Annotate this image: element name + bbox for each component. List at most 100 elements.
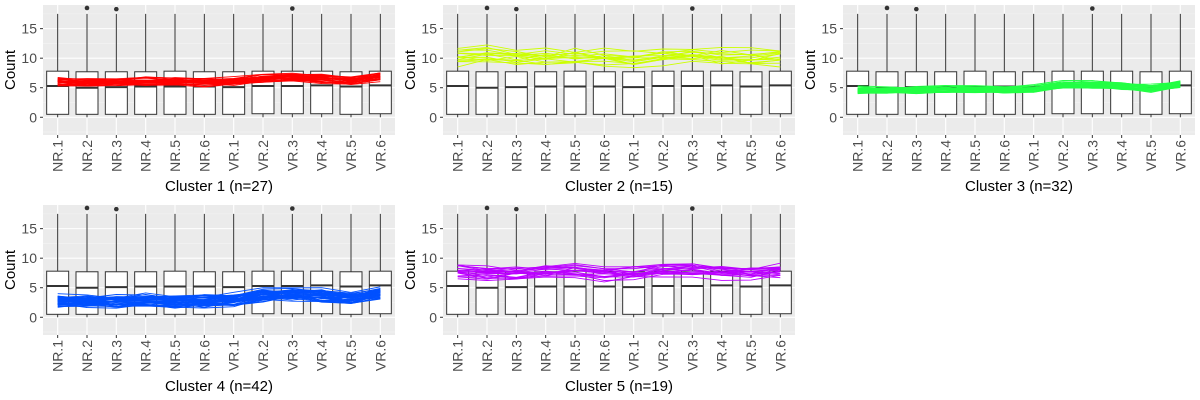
box-outlier bbox=[884, 5, 890, 11]
profile-line bbox=[57, 290, 381, 301]
x-tick-label: NR.1 bbox=[50, 340, 66, 372]
profile-line bbox=[57, 72, 381, 81]
box-outlier bbox=[84, 205, 90, 211]
box-outlier bbox=[290, 206, 295, 211]
profile-line bbox=[457, 264, 781, 273]
x-tick-label: NR.5 bbox=[567, 140, 583, 172]
y-tick-label: 0 bbox=[429, 309, 437, 325]
box-iqr bbox=[534, 271, 558, 315]
profile-line bbox=[857, 83, 1181, 93]
profile-line bbox=[57, 292, 381, 304]
x-tick-label: NR.1 bbox=[850, 140, 866, 172]
box-iqr bbox=[1022, 71, 1046, 115]
cluster-panel-2: 0 5 10 15 NR.1 NR.2 NR.3 NR.4 NR.5 NR.6 VR.1 VR.2 VR… bbox=[402, 5, 795, 195]
profile-line bbox=[57, 289, 381, 301]
profile-line bbox=[57, 295, 381, 308]
box-outlier bbox=[290, 6, 295, 11]
y-tick-label: 10 bbox=[421, 50, 437, 66]
x-tick-label: VR.2 bbox=[255, 140, 271, 171]
box-iqr bbox=[1110, 70, 1134, 115]
cluster-panel-5: 0 5 10 15 NR.1 NR.2 NR.3 NR.4 NR.5 NR.6 VR.1 VR.2 VR… bbox=[402, 205, 795, 395]
y-tick-label: 5 bbox=[429, 280, 437, 296]
profile-lines bbox=[857, 80, 1181, 95]
box-outlier bbox=[690, 6, 695, 11]
x-tick-label: NR.6 bbox=[596, 140, 612, 172]
panel-background bbox=[843, 5, 1195, 135]
x-axis-title: Cluster 4 (n=42) bbox=[165, 378, 273, 395]
y-tick-label: 10 bbox=[821, 50, 837, 66]
x-tick-label: VR.6 bbox=[772, 140, 788, 171]
x-tick-label: VR.4 bbox=[714, 340, 730, 371]
x-tick-label: VR.6 bbox=[1172, 140, 1188, 171]
profile-line bbox=[457, 55, 781, 64]
box-outlier bbox=[114, 6, 119, 12]
y-tick-label: 15 bbox=[821, 21, 837, 37]
y-tick-label: 15 bbox=[421, 21, 437, 37]
box-iqr bbox=[46, 270, 70, 315]
x-tick-label: NR.2 bbox=[79, 140, 95, 172]
profile-line bbox=[57, 293, 381, 306]
x-tick-label: VR.2 bbox=[655, 340, 671, 371]
profile-line bbox=[457, 44, 781, 53]
x-tick-label: NR.6 bbox=[996, 140, 1012, 172]
box-iqr bbox=[534, 71, 558, 115]
box-iqr bbox=[1080, 70, 1104, 115]
profile-line bbox=[457, 273, 781, 281]
cluster-panel-4: 0 5 10 15 NR.1 NR.2 NR.3 NR.4 NR.5 NR.6 VR.1 VR.2 VR… bbox=[2, 205, 395, 395]
profile-line bbox=[457, 270, 781, 279]
x-tick-label: NR.3 bbox=[908, 140, 924, 172]
box-iqr bbox=[446, 270, 470, 315]
y-tick-label: 5 bbox=[829, 80, 837, 96]
y-tick-label: 15 bbox=[21, 21, 37, 37]
box-iqr bbox=[768, 70, 792, 115]
x-tick-label: NR.5 bbox=[167, 340, 183, 372]
x-tick-label: NR.5 bbox=[567, 340, 583, 372]
x-tick-label: VR.5 bbox=[343, 340, 359, 371]
cluster-panel-3: 0 5 10 15 NR.1 NR.2 NR.3 NR.4 NR.5 NR.6 VR.1 VR.2 VR… bbox=[802, 5, 1195, 195]
x-tick-label: VR.3 bbox=[684, 340, 700, 371]
box-iqr bbox=[563, 270, 587, 315]
x-tick-label: VR.4 bbox=[314, 340, 330, 371]
y-tick-label: 15 bbox=[421, 221, 437, 237]
box-iqr bbox=[222, 271, 246, 315]
x-tick-label: NR.6 bbox=[196, 140, 212, 172]
y-tick-label: 10 bbox=[21, 50, 37, 66]
panel-background bbox=[43, 205, 395, 335]
x-tick-label: NR.3 bbox=[508, 140, 524, 172]
x-tick-label: VR.1 bbox=[226, 340, 242, 371]
cluster-panel-1: 0 5 10 15 NR.1 NR.2 NR.3 NR.4 NR.5 NR.6 VR.1 VR.2 VR… bbox=[2, 5, 395, 195]
profile-line bbox=[457, 271, 781, 279]
x-tick-label: NR.5 bbox=[967, 140, 983, 172]
box-iqr bbox=[592, 71, 616, 115]
x-axis-title: Cluster 5 (n=19) bbox=[565, 378, 673, 395]
profile-lines bbox=[57, 72, 381, 88]
x-tick-label: VR.6 bbox=[372, 340, 388, 371]
x-tick-label: VR.3 bbox=[284, 140, 300, 171]
profile-line bbox=[57, 79, 381, 88]
y-tick-label: 10 bbox=[21, 250, 37, 266]
x-axis-title: Cluster 1 (n=27) bbox=[165, 178, 273, 195]
x-tick-label: VR.4 bbox=[714, 140, 730, 171]
x-tick-label: VR.5 bbox=[743, 140, 759, 171]
x-tick-label: NR.3 bbox=[508, 340, 524, 372]
box-outlier bbox=[514, 206, 519, 212]
profile-line bbox=[457, 47, 781, 56]
profile-line bbox=[457, 56, 781, 66]
box-outlier bbox=[84, 5, 90, 11]
x-tick-label: VR.2 bbox=[255, 340, 271, 371]
profile-line bbox=[457, 50, 781, 61]
box-iqr bbox=[504, 71, 528, 115]
x-tick-label: VR.6 bbox=[372, 140, 388, 171]
x-tick-label: VR.6 bbox=[772, 340, 788, 371]
y-axis-title: Count bbox=[2, 249, 19, 290]
x-tick-label: NR.1 bbox=[450, 140, 466, 172]
x-tick-label: VR.4 bbox=[1114, 140, 1130, 171]
x-tick-label: NR.4 bbox=[138, 140, 154, 172]
box-iqr bbox=[563, 70, 587, 115]
box-iqr bbox=[739, 271, 763, 315]
profile-line bbox=[457, 262, 781, 271]
x-tick-label: NR.4 bbox=[938, 140, 954, 172]
profile-lines bbox=[57, 286, 381, 309]
box-iqr bbox=[1139, 71, 1163, 115]
profile-line bbox=[457, 51, 781, 59]
